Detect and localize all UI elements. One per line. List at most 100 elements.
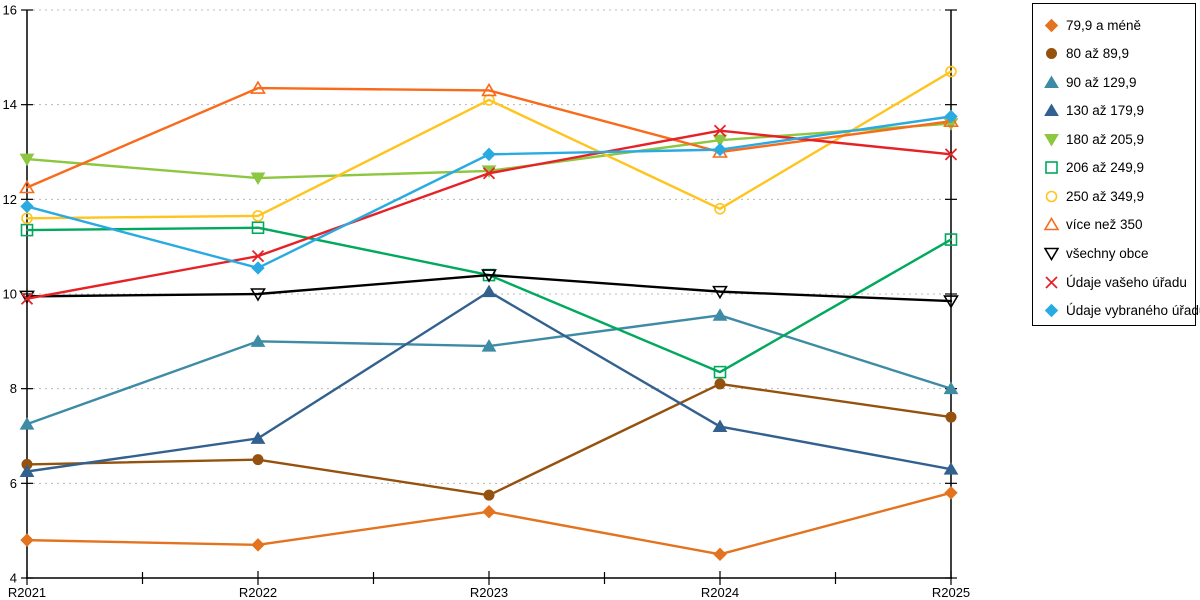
data-point-marker: [712, 134, 728, 148]
series-line: [25, 70, 953, 220]
data-point-marker: [21, 212, 33, 225]
data-point-marker: [19, 153, 35, 167]
data-point-marker: [1044, 18, 1059, 32]
legend-label: všechny obce: [1066, 246, 1149, 262]
x-axis-label: R2023: [470, 585, 508, 600]
data-point-marker: [19, 290, 35, 304]
circle-marker-icon: [1046, 48, 1057, 60]
y-axis-label: 16: [3, 3, 17, 18]
series-line: [25, 491, 953, 556]
data-point-marker: [250, 431, 266, 444]
legend-label: více než 350: [1066, 217, 1143, 233]
data-point-marker: [1044, 103, 1059, 117]
data-point-marker: [251, 538, 265, 552]
legend-item: všechny obce: [1044, 240, 1195, 268]
square-marker-icon: [1045, 161, 1058, 175]
data-point-marker: [712, 285, 728, 300]
data-point-marker: [483, 489, 495, 501]
data-point-marker: [481, 165, 497, 178]
triangle-down-marker-icon: [1044, 133, 1059, 147]
data-point-marker: [20, 199, 34, 214]
x-axis-label: R2022: [239, 585, 277, 600]
legend-label: 130 až 179,9: [1066, 103, 1145, 119]
data-point-marker: [19, 417, 35, 430]
data-point-marker: [20, 533, 34, 547]
data-point-marker: [713, 142, 727, 157]
data-point-marker: [481, 82, 497, 97]
data-point-marker: [1044, 133, 1059, 147]
data-point-marker: [944, 148, 958, 161]
y-axis-label: 4: [10, 571, 17, 586]
data-point-marker: [1045, 161, 1058, 175]
data-point-marker: [481, 339, 497, 352]
legend-label: 206 až 249,9: [1066, 160, 1145, 176]
legend-label: 79,9 a méně: [1066, 17, 1142, 33]
legend-label: Údaje vašeho úřadu: [1066, 274, 1187, 290]
data-point-marker: [251, 249, 265, 263]
series-line: [25, 86, 953, 189]
legend-item: 250 až 349,9: [1044, 182, 1195, 210]
data-point-marker: [1046, 48, 1057, 60]
legend-item: 206 až 249,9: [1044, 154, 1195, 182]
data-point-marker: [1044, 75, 1059, 88]
data-point-marker: [19, 464, 35, 477]
data-point-marker: [945, 411, 957, 423]
legend-label: 180 až 205,9: [1066, 131, 1145, 147]
triangle-up-marker-icon: [1044, 75, 1059, 88]
legend-label: 80 až 89,9: [1066, 46, 1130, 62]
data-point-marker: [944, 233, 958, 246]
diamond-marker-icon: [1044, 303, 1059, 318]
data-point-marker: [714, 203, 726, 215]
data-point-marker: [943, 381, 959, 395]
data-point-marker: [713, 547, 727, 562]
data-point-marker: [251, 261, 265, 275]
data-point-marker: [481, 269, 497, 283]
data-point-marker: [481, 284, 497, 298]
legend-label: 90 až 129,9: [1066, 74, 1137, 90]
legend-label: 250 až 349,9: [1066, 188, 1145, 204]
data-point-marker: [943, 113, 959, 128]
data-point-marker: [713, 124, 727, 137]
data-point-marker: [250, 334, 266, 347]
data-point-marker: [252, 454, 264, 466]
data-point-marker: [1044, 247, 1059, 262]
data-point-marker: [20, 292, 34, 305]
data-point-marker: [250, 80, 266, 94]
legend-item: 180 až 205,9: [1044, 125, 1195, 153]
data-point-marker: [712, 419, 728, 433]
data-point-marker: [251, 221, 265, 235]
y-axis-label: 10: [3, 287, 17, 302]
data-point-marker: [20, 223, 34, 237]
legend-box: 79,9 a méně 80 až 89,9 90 až 129,9 130 až 1…: [1032, 3, 1200, 326]
triangle-up-marker-icon: [1044, 103, 1059, 117]
legend-item: Údaje vašeho úřadu: [1044, 268, 1195, 296]
legend-item: 80 až 89,9: [1044, 40, 1195, 68]
series-line: [25, 382, 953, 497]
x-axis-label: R2025: [932, 585, 970, 600]
x-marker-icon: [1045, 275, 1058, 289]
data-point-marker: [944, 109, 958, 124]
data-point-marker: [250, 288, 266, 302]
data-point-marker: [944, 486, 958, 500]
data-point-marker: [713, 365, 727, 379]
data-point-marker: [1044, 217, 1059, 231]
series-line: [25, 273, 953, 303]
data-point-marker: [1045, 190, 1058, 203]
legend-item: 130 až 179,9: [1044, 97, 1195, 125]
data-point-marker: [943, 295, 959, 309]
data-point-marker: [945, 65, 957, 78]
data-point-marker: [19, 179, 35, 194]
diamond-marker-icon: [1044, 18, 1059, 32]
data-point-marker: [943, 462, 959, 475]
triangle-up-marker-icon: [1044, 217, 1059, 231]
data-point-marker: [250, 172, 266, 186]
data-point-marker: [482, 167, 496, 180]
x-axis-label: R2024: [701, 585, 739, 600]
triangle-down-marker-icon: [1044, 247, 1059, 262]
legend-item: více než 350: [1044, 211, 1195, 239]
x-axis-label: R2021: [8, 585, 46, 600]
legend-item: 79,9 a méně: [1044, 11, 1195, 39]
y-axis-label: 12: [3, 192, 17, 207]
